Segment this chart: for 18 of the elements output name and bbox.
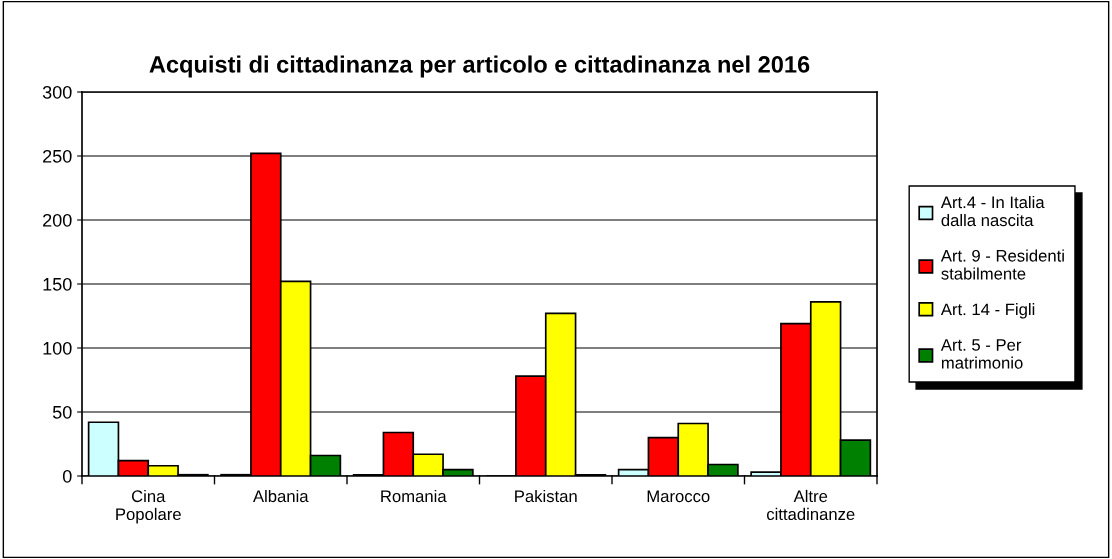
- legend-label: Art.4 - In Italia dalla nascita: [940, 195, 1045, 227]
- y-tick-label: 50: [52, 405, 72, 419]
- y-tick-label: 150: [43, 277, 72, 291]
- x-tick-label: Albania: [252, 489, 309, 503]
- y-tick-label: 100: [43, 341, 72, 355]
- x-tick-label: Pakistan: [515, 489, 577, 503]
- y-tick-label: 250: [43, 149, 72, 163]
- legend-label: Art. 14 - Figli: [940, 303, 1035, 319]
- chart-title: Acquisti di cittadinanza per articolo e cittadinanza nel 2016: [149, 55, 810, 78]
- x-tick-label: Marocco: [647, 490, 710, 503]
- y-tick-label: 300: [42, 85, 72, 99]
- x-tick-label: Altre cittadinanze: [766, 489, 855, 521]
- legend-label: Art. 9 - Residenti stabilmente: [940, 249, 1064, 280]
- legend-label: Art. 5 - Per matrimonio: [940, 339, 1023, 369]
- y-tick-label: 200: [43, 213, 72, 227]
- x-tick-label: Romania: [381, 489, 447, 503]
- x-tick-label: Cina Popolare: [116, 489, 181, 524]
- y-tick-label: 0: [62, 469, 72, 483]
